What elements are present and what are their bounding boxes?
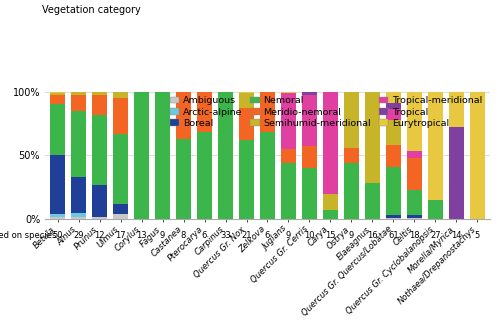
Bar — [155, 92, 170, 219]
Text: Vegetation category: Vegetation category — [42, 5, 141, 15]
Bar — [449, 127, 464, 219]
Bar — [50, 104, 65, 155]
Bar — [50, 95, 65, 104]
Bar — [71, 111, 86, 177]
Bar — [50, 155, 65, 214]
Bar — [71, 213, 86, 216]
Bar — [134, 92, 149, 219]
Bar — [281, 92, 296, 93]
Bar — [113, 204, 128, 214]
Bar — [323, 194, 338, 210]
Bar — [386, 92, 401, 103]
Text: 61: 61 — [388, 231, 399, 240]
Bar — [176, 92, 191, 139]
Bar — [386, 145, 401, 167]
Text: 50: 50 — [52, 231, 63, 240]
Bar — [281, 93, 296, 149]
Text: 17: 17 — [116, 231, 126, 240]
Text: 9: 9 — [349, 231, 354, 240]
Bar — [407, 218, 422, 219]
Bar — [239, 92, 254, 93]
Bar — [407, 151, 422, 158]
Bar — [386, 167, 401, 215]
Text: 6: 6 — [265, 231, 270, 240]
Bar — [92, 92, 107, 95]
Bar — [302, 146, 317, 168]
Bar — [449, 92, 464, 127]
Bar — [344, 148, 359, 163]
Bar — [239, 93, 254, 108]
Text: 5: 5 — [475, 231, 480, 240]
Text: 12: 12 — [94, 231, 105, 240]
Legend: Ambiguous, Arctic-alpine, Boreal, Nemoral, Meridio-nemoral, Semihumid-meridional: Ambiguous, Arctic-alpine, Boreal, Nemora… — [170, 96, 482, 128]
Bar — [197, 132, 212, 219]
Text: 16: 16 — [367, 231, 378, 240]
Bar — [113, 92, 128, 98]
Bar — [239, 108, 254, 140]
Text: Based on species: Based on species — [0, 231, 57, 240]
Bar — [50, 92, 65, 93]
Bar — [197, 92, 212, 132]
Bar — [176, 139, 191, 219]
Bar — [92, 95, 107, 114]
Text: 6: 6 — [202, 231, 207, 240]
Bar — [470, 92, 485, 219]
Text: 13: 13 — [136, 231, 147, 240]
Text: 9: 9 — [160, 231, 165, 240]
Bar — [386, 120, 401, 145]
Text: 27: 27 — [430, 231, 440, 240]
Bar — [302, 95, 317, 146]
Bar — [113, 214, 128, 219]
Bar — [344, 92, 359, 148]
Text: 29: 29 — [74, 231, 84, 240]
Bar — [344, 163, 359, 219]
Bar — [92, 114, 107, 185]
Bar — [71, 95, 86, 111]
Bar — [218, 92, 233, 219]
Bar — [407, 92, 422, 151]
Text: 8: 8 — [181, 231, 186, 240]
Bar — [386, 218, 401, 219]
Bar — [302, 168, 317, 219]
Bar — [71, 92, 86, 95]
Bar — [428, 92, 443, 200]
Bar — [281, 163, 296, 219]
Bar — [71, 177, 86, 213]
Bar — [50, 214, 65, 216]
Text: 18: 18 — [409, 231, 420, 240]
Bar — [386, 103, 401, 110]
Bar — [92, 216, 107, 219]
Bar — [239, 140, 254, 219]
Bar — [386, 215, 401, 218]
Bar — [281, 149, 296, 163]
Bar — [386, 110, 401, 120]
Bar — [323, 92, 338, 194]
Text: 14: 14 — [451, 231, 462, 240]
Bar — [92, 185, 107, 216]
Bar — [260, 92, 275, 132]
Bar — [407, 215, 422, 218]
Bar — [407, 158, 422, 190]
Bar — [365, 183, 380, 219]
Bar — [113, 98, 128, 134]
Text: 9: 9 — [286, 231, 291, 240]
Bar — [113, 134, 128, 204]
Text: 21: 21 — [242, 231, 252, 240]
Bar — [302, 92, 317, 95]
Bar — [50, 93, 65, 95]
Text: 10: 10 — [304, 231, 314, 240]
Bar — [50, 216, 65, 219]
Bar — [260, 132, 275, 219]
Bar — [71, 216, 86, 219]
Bar — [428, 200, 443, 219]
Text: 33: 33 — [220, 231, 231, 240]
Bar — [365, 92, 380, 183]
Bar — [323, 210, 338, 219]
Bar — [407, 190, 422, 215]
Text: 15: 15 — [325, 231, 336, 240]
